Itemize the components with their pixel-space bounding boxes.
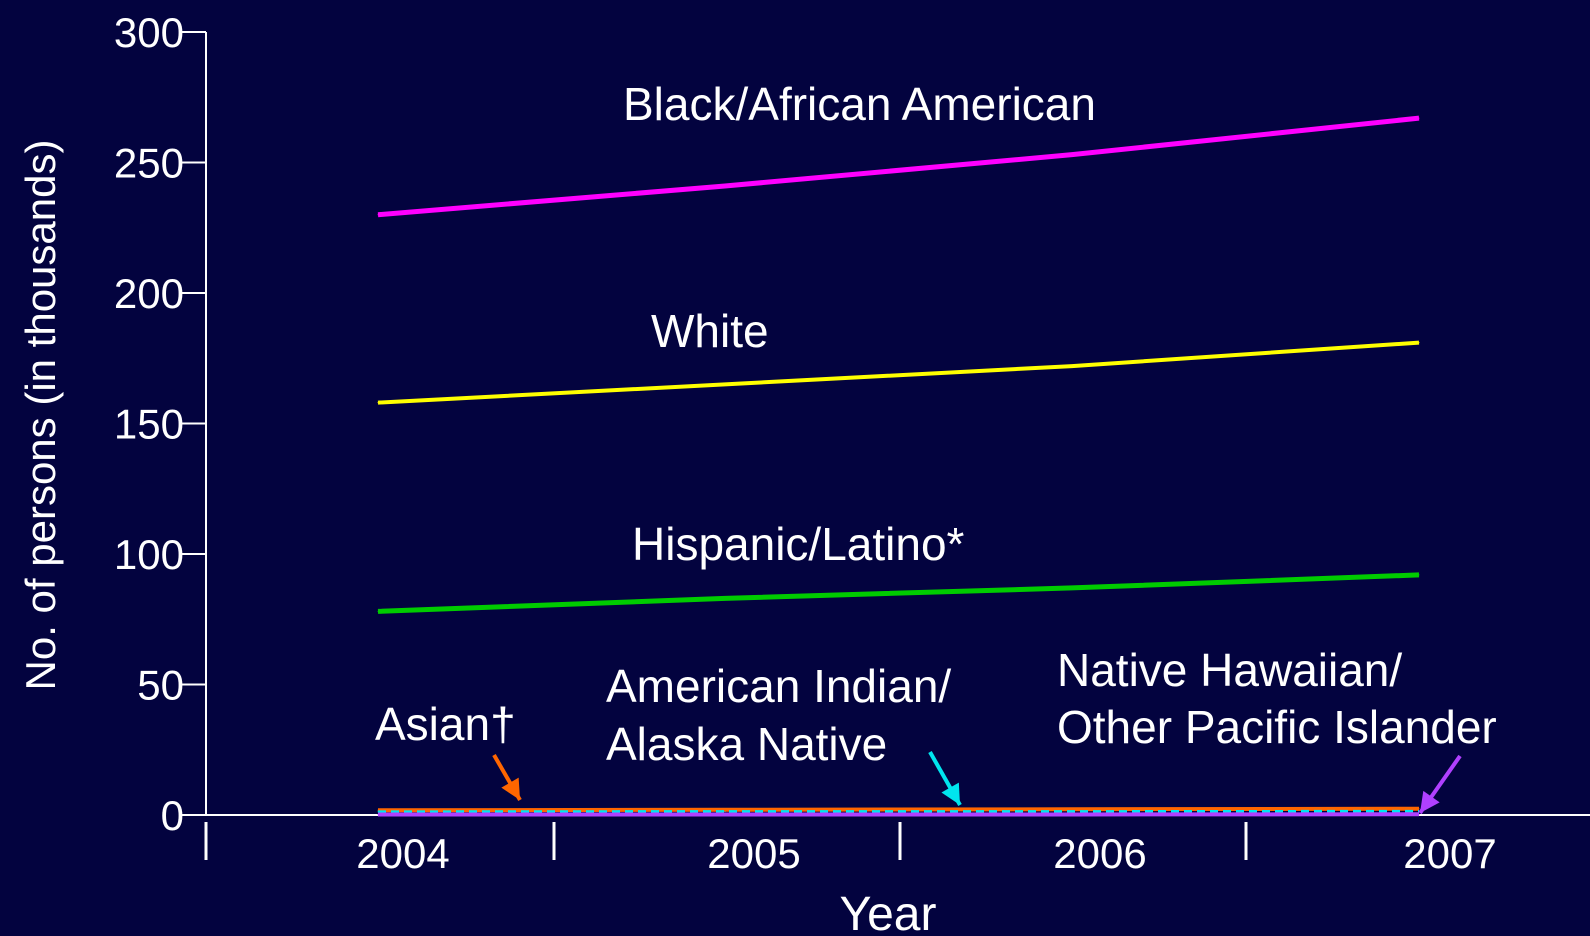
series-label: Asian† bbox=[375, 698, 516, 750]
data-point-hispanic-latino bbox=[377, 610, 379, 612]
series-label: Black/African American bbox=[623, 78, 1096, 130]
data-point-white bbox=[1071, 365, 1073, 367]
series-label: Native Hawaiian/ bbox=[1057, 644, 1402, 696]
data-point-american-indian-alaska-native bbox=[1071, 811, 1073, 813]
aian-arrow-head bbox=[941, 782, 960, 805]
series-label: Other Pacific Islander bbox=[1057, 701, 1497, 753]
series-line-white bbox=[377, 340, 1420, 405]
x-tick-label: 2004 bbox=[356, 830, 449, 877]
data-point-hispanic-latino bbox=[1418, 574, 1420, 576]
series-label: White bbox=[651, 305, 769, 357]
data-point-american-indian-alaska-native bbox=[377, 811, 379, 813]
data-point-native-hawaiian-other-pacific-islander bbox=[1071, 813, 1073, 815]
data-point-native-hawaiian-other-pacific-islander bbox=[1418, 813, 1420, 815]
data-point-black-african-american bbox=[377, 214, 379, 216]
y-tick-label: 100 bbox=[114, 531, 184, 578]
y-tick-label: 150 bbox=[114, 401, 184, 448]
y-tick-label: 200 bbox=[114, 270, 184, 317]
data-point-american-indian-alaska-native bbox=[724, 811, 726, 813]
series-line-american-indian-alaska-native bbox=[377, 809, 1420, 814]
data-point-asian bbox=[1418, 808, 1420, 810]
series-line-asian bbox=[377, 806, 1420, 813]
data-point-white bbox=[724, 383, 726, 385]
series-label: Alaska Native bbox=[606, 718, 887, 770]
x-tick-label: 2007 bbox=[1403, 830, 1496, 877]
x-tick-label: 2006 bbox=[1053, 830, 1146, 877]
data-point-white bbox=[377, 402, 379, 404]
series-label: American Indian/ bbox=[606, 660, 951, 712]
data-point-hispanic-latino bbox=[1071, 587, 1073, 589]
series-labels: Black/African American White Hispanic/Lati… bbox=[375, 78, 1497, 815]
data-point-native-hawaiian-other-pacific-islander bbox=[377, 813, 379, 815]
data-point-black-african-american bbox=[724, 185, 726, 187]
axes: 0 50 100 150 200 250 300 2004 2005 2006 2007 bbox=[114, 9, 1590, 877]
asian-arrow-head bbox=[501, 777, 520, 800]
series-lines bbox=[377, 115, 1420, 817]
data-point-white bbox=[1418, 342, 1420, 344]
data-point-hispanic-latino bbox=[724, 597, 726, 599]
data-point-black-african-american bbox=[1418, 117, 1420, 119]
x-axis-label: Year bbox=[840, 888, 937, 936]
data-point-native-hawaiian-other-pacific-islander bbox=[724, 813, 726, 815]
data-point-asian bbox=[1071, 808, 1073, 810]
nhopi-arrow-head bbox=[1420, 790, 1440, 813]
y-tick-label: 300 bbox=[114, 9, 184, 56]
series-line-black-african-american bbox=[377, 115, 1420, 218]
y-axis-label: No. of persons (in thousands) bbox=[17, 140, 64, 691]
y-tick-label: 0 bbox=[161, 792, 184, 839]
y-tick-label: 250 bbox=[114, 140, 184, 187]
series-label: Hispanic/Latino* bbox=[632, 518, 965, 570]
data-point-asian bbox=[724, 809, 726, 811]
x-tick-label: 2005 bbox=[707, 830, 800, 877]
y-tick-label: 50 bbox=[137, 662, 184, 709]
data-point-black-african-american bbox=[1071, 154, 1073, 156]
series-line-hispanic-latino bbox=[377, 572, 1420, 614]
